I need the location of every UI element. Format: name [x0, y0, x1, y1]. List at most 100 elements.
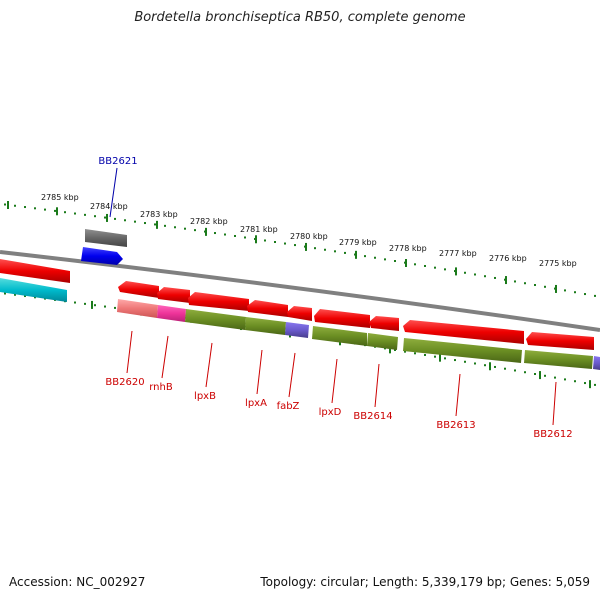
- gene-label[interactable]: BB2621: [98, 156, 137, 167]
- scale-dot: [414, 263, 416, 266]
- scale-tick-label: 2777 kbp: [439, 249, 477, 258]
- gene-label[interactable]: BB2614: [353, 411, 392, 422]
- feature-red-3[interactable]: [188, 292, 249, 311]
- scale-dot: [244, 236, 246, 239]
- feature-red-2[interactable]: [157, 287, 190, 303]
- feature-bb2621-blue[interactable]: [81, 247, 123, 265]
- scale-dot: [84, 302, 86, 305]
- feature-rnhb[interactable]: [157, 305, 186, 322]
- scale-dot: [34, 296, 36, 299]
- scale-dot: [454, 359, 456, 362]
- gene-label[interactable]: rnhB: [149, 382, 173, 393]
- scale-dot: [4, 203, 6, 206]
- scale-dot: [294, 244, 296, 247]
- scale-dot: [494, 276, 496, 279]
- scale-dot: [114, 306, 116, 309]
- scale-dot: [174, 226, 176, 229]
- scale-dot: [414, 352, 416, 355]
- scale-dot: [24, 295, 26, 298]
- scale-dot: [224, 233, 226, 236]
- genome-summary-text: Topology: circular; Length: 5,339,179 bp…: [260, 575, 590, 589]
- scale-dot: [464, 360, 466, 363]
- gene-label[interactable]: fabZ: [277, 401, 300, 412]
- feature-fabz[interactable]: [285, 322, 309, 338]
- scale-dot: [334, 250, 336, 253]
- gene-label[interactable]: BB2620: [105, 377, 144, 388]
- scale-dot: [94, 304, 96, 307]
- scale-dot: [214, 232, 216, 235]
- scale-tick-label: 2783 kbp: [140, 210, 178, 219]
- gene-leader-line: [126, 330, 133, 374]
- scale-tick-label: 2784 kbp: [90, 202, 128, 211]
- feature-right-purple[interactable]: [593, 356, 600, 370]
- gene-leader-line: [161, 335, 169, 379]
- scale-dot: [124, 219, 126, 222]
- scale-dot: [194, 229, 196, 232]
- scale-dot: [564, 289, 566, 292]
- scale-dot: [534, 373, 536, 376]
- feature-red-1[interactable]: [118, 281, 159, 298]
- feature-lpxb[interactable]: [185, 309, 246, 330]
- gene-leader-line: [109, 167, 118, 218]
- gene-label[interactable]: lpxA: [245, 398, 267, 409]
- feature-bb2620[interactable]: [117, 299, 158, 318]
- feature-red-9[interactable]: [526, 332, 594, 350]
- scale-dot: [534, 284, 536, 287]
- feature-track: [0, 229, 600, 370]
- scale-dot: [74, 212, 76, 215]
- feature-bb2612[interactable]: [524, 350, 593, 369]
- scale-dot: [434, 266, 436, 269]
- feature-red-7[interactable]: [369, 316, 399, 331]
- scale-dot: [314, 247, 316, 250]
- scale-dot: [34, 207, 36, 210]
- scale-dot: [44, 208, 46, 211]
- scale-dot: [64, 211, 66, 214]
- feature-lpxd[interactable]: [312, 326, 367, 346]
- gene-leader-line: [288, 352, 296, 398]
- feature-bb2613[interactable]: [403, 338, 522, 363]
- scale-dot: [554, 376, 556, 379]
- feature-left-red[interactable]: [0, 259, 70, 283]
- scale-dot: [14, 293, 16, 296]
- scale-dot: [444, 357, 446, 360]
- scale-dot: [424, 353, 426, 356]
- scale-dot: [374, 256, 376, 259]
- scale-dot: [84, 213, 86, 216]
- scale-tick-label: 2778 kbp: [389, 244, 427, 253]
- feature-bb2614[interactable]: [367, 333, 398, 350]
- scale-dot: [164, 224, 166, 227]
- scale-dot: [574, 291, 576, 294]
- scale-tick-labels: 2785 kbp 2784 kbp 2783 kbp 2782 kbp 2781 kbp…: [41, 193, 577, 268]
- feature-red-4[interactable]: [247, 300, 288, 317]
- scale-dot: [444, 268, 446, 271]
- scale-dot: [464, 271, 466, 274]
- feature-bb2621-gray[interactable]: [85, 229, 127, 247]
- feature-red-8[interactable]: [403, 320, 524, 344]
- scale-tick-label: 2779 kbp: [339, 238, 377, 247]
- gene-label[interactable]: BB2612: [533, 429, 572, 440]
- feature-left-cyan[interactable]: [0, 278, 67, 302]
- label-leaders: [109, 167, 557, 426]
- scale-dot: [184, 227, 186, 230]
- gene-leader-line: [552, 381, 557, 426]
- scale-dot: [484, 275, 486, 278]
- gene-labels: BB2621 BB2620 rnhB lpxB lpxA fabZ lpxD BB2614 BB…: [98, 156, 572, 440]
- gene-label[interactable]: lpxB: [194, 391, 216, 402]
- gene-leader-line: [374, 363, 380, 408]
- scale-dot: [474, 362, 476, 365]
- feature-lpxa[interactable]: [245, 317, 286, 335]
- scale-dot: [504, 367, 506, 370]
- scale-dot: [284, 242, 286, 245]
- scale-dot: [524, 371, 526, 374]
- gene-label[interactable]: lpxD: [319, 407, 342, 418]
- gene-label[interactable]: BB2613: [436, 420, 475, 431]
- feature-red-6[interactable]: [314, 309, 370, 328]
- scale-dot: [474, 273, 476, 276]
- scale-dot: [54, 209, 56, 212]
- scale-dot: [14, 204, 16, 207]
- scale-dot: [544, 285, 546, 288]
- scale-tick-label: 2776 kbp: [489, 254, 527, 263]
- feature-red-5[interactable]: [287, 306, 312, 321]
- scale-dot: [234, 234, 236, 237]
